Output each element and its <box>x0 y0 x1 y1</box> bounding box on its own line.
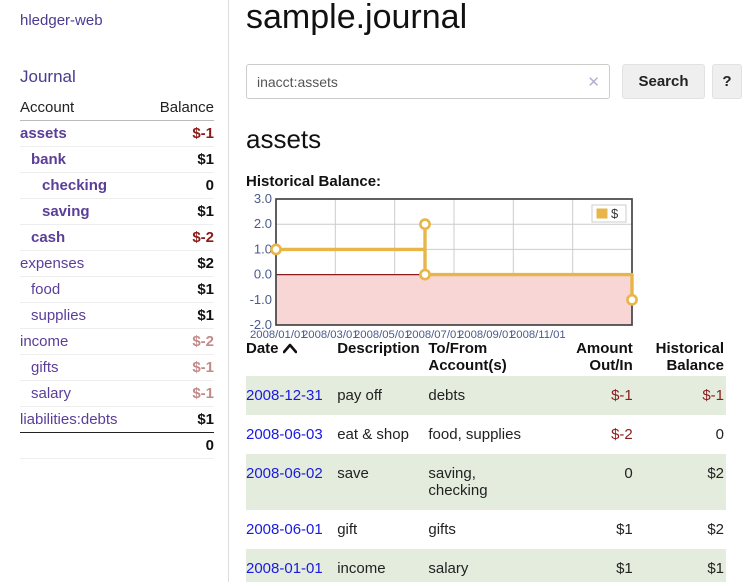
svg-text:2008/03/01: 2008/03/01 <box>302 329 359 341</box>
svg-text:1.0: 1.0 <box>254 241 272 256</box>
svg-text:-1.0: -1.0 <box>250 292 272 307</box>
svg-text:2.0: 2.0 <box>254 216 272 231</box>
svg-text:2008/09/01: 2008/09/01 <box>458 329 515 341</box>
svg-text:2008/01/01: 2008/01/01 <box>250 329 307 341</box>
svg-text:$: $ <box>611 206 619 221</box>
svg-text:2008/07/01: 2008/07/01 <box>406 329 463 341</box>
svg-text:3.0: 3.0 <box>254 191 272 206</box>
svg-text:2008/05/01: 2008/05/01 <box>354 329 411 341</box>
svg-text:2008/11/01: 2008/11/01 <box>510 329 566 341</box>
svg-text:0.0: 0.0 <box>254 267 272 282</box>
